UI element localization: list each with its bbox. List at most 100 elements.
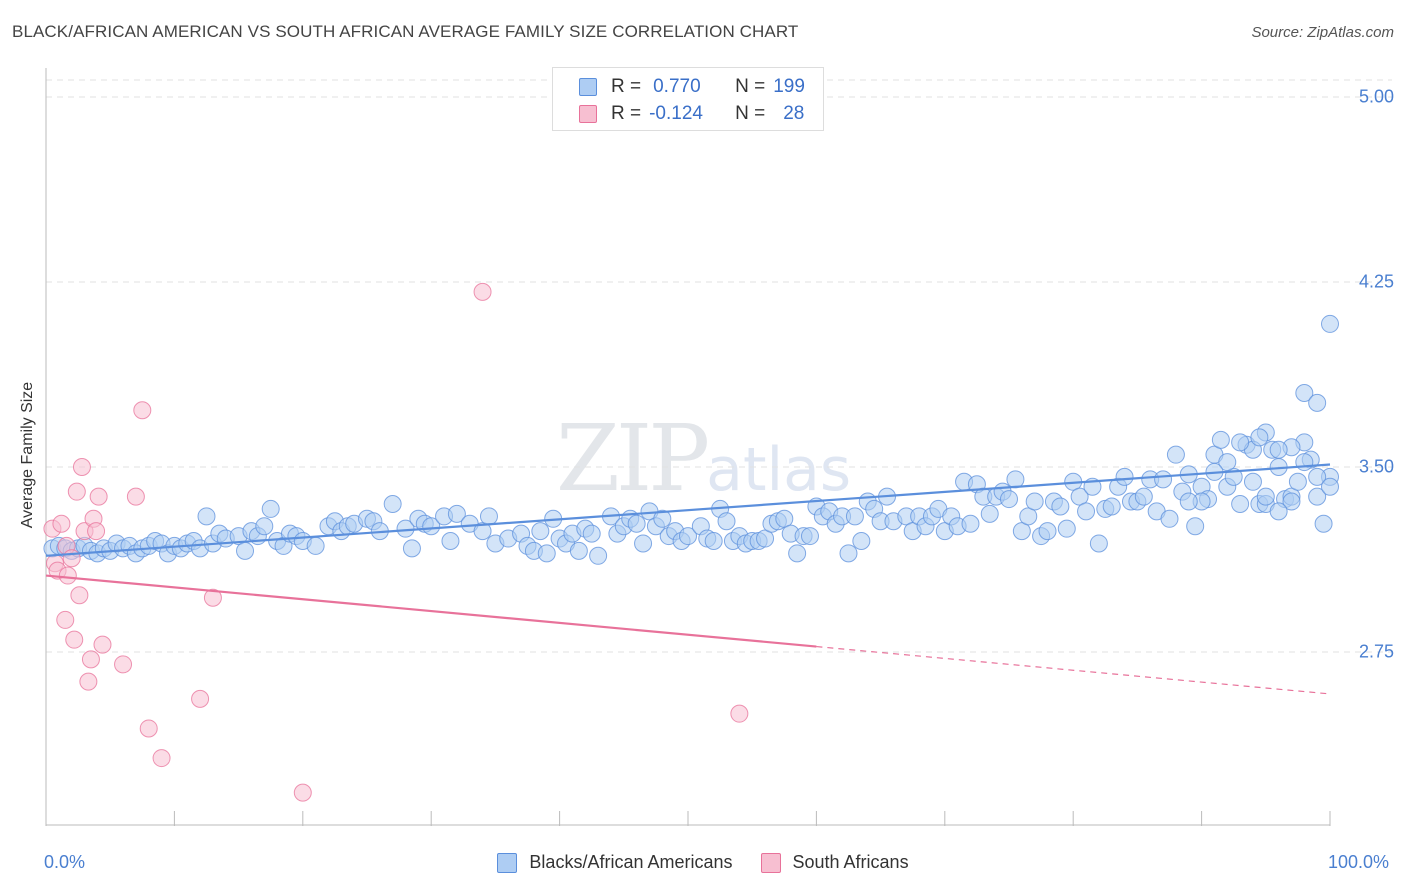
blue-point [1154,470,1173,489]
blue-point [1243,472,1262,491]
blue-point [589,546,608,565]
r-label: R = [611,76,642,97]
legend-blue-swatch [497,852,518,873]
blue-point [582,524,601,543]
blue-point [1269,502,1288,521]
pink-point [62,549,81,568]
blue-point [255,517,274,536]
pink-point [152,749,171,768]
legend-blue-label: Blacks/African Americans [529,852,733,872]
blue-point [1057,519,1076,538]
blue-point [1321,477,1339,496]
pink-point [79,672,98,691]
pink-point [67,482,86,501]
blue-point [441,532,460,550]
blue-point [1077,502,1096,521]
pink-point [72,458,91,476]
pink-point [89,487,108,506]
blue-point [537,544,556,563]
blue-point [479,507,498,526]
legend-pink-swatch [760,852,781,873]
legend: Blacks/African Americans South Africans [0,852,1406,873]
blue-point [717,512,736,531]
blue-point [1134,487,1153,506]
blue-point [1314,514,1333,533]
blue-point [1160,509,1179,528]
blue-point [1089,534,1108,553]
pink-swatch [579,105,597,123]
blue-point [402,539,421,558]
blue-point [1231,495,1250,513]
correlation-stats-box: R = 0.770 N = 199 R = -0.124 N = 28 [552,67,824,131]
pink-trend-line [45,574,817,648]
blue-point [1231,433,1250,452]
pink-trend-line-extension [816,645,1331,695]
pink-point [473,282,492,301]
blue-point [852,532,871,550]
blue-point [1321,314,1339,333]
blue-point [1102,497,1121,516]
blue-point [634,534,653,553]
pink-point [203,588,222,607]
blue-point [422,517,441,536]
blue-point [531,522,550,541]
r-label: R = [611,103,642,124]
pink-point [81,650,100,669]
blue-swatch [579,78,597,96]
pink-point [70,586,89,605]
blue-point [1256,487,1275,506]
blue-point [961,514,980,533]
blue-r-value: 0.770 [653,76,701,97]
blue-point [1166,445,1185,464]
blue-point [839,544,858,563]
blue-point [1038,522,1057,541]
legend-item-pink[interactable]: South Africans [760,852,909,873]
blue-point [383,495,402,513]
blue-point [1295,384,1314,402]
pink-point [293,783,312,802]
blue-point [1115,467,1134,486]
n-label: N = [735,103,766,124]
blue-point [679,527,697,546]
blue-point [1250,428,1269,447]
blue-point [569,541,588,560]
n-label: N = [735,76,766,97]
y-tick-label: 4.25 [1358,271,1394,292]
pink-point [58,566,77,585]
blue-point [845,507,864,526]
blue-point [1179,492,1198,511]
watermark-atlas: atlas [706,435,852,505]
pink-point [139,719,158,738]
blue-point [704,532,723,550]
blue-point [980,504,999,523]
blue-point [1025,492,1044,511]
pink-point [87,522,106,541]
y-tick-label: 2.75 [1358,641,1394,662]
x-tick-max: 100.0% [1328,852,1390,872]
legend-pink-label: South Africans [792,852,909,872]
legend-item-blue[interactable]: Blacks/African Americans [497,852,733,873]
chart-title: BLACK/AFRICAN AMERICAN VS SOUTH AFRICAN … [12,22,799,41]
blue-point [197,507,216,526]
blue-point [447,504,466,523]
blue-point [627,514,646,533]
blue-point [1308,487,1327,506]
pink-point [126,487,145,506]
blue-point [1308,393,1327,412]
blue-point [1000,490,1018,509]
blue-point [261,499,280,518]
blue-point [1295,453,1314,472]
source-credit: Source: ZipAtlas.com [1251,24,1394,41]
blue-point [800,527,819,546]
pink-r-value: -0.124 [649,103,703,124]
blue-point [1218,453,1237,472]
stats-row-pink: R = -0.124 N = 28 [579,101,804,127]
pink-point [114,655,133,674]
blue-point [1308,467,1327,486]
pink-point [56,610,75,629]
blue-n-value: 199 [773,76,805,97]
blue-point [1051,497,1070,516]
pink-point [133,401,152,420]
blue-point [1282,492,1301,511]
